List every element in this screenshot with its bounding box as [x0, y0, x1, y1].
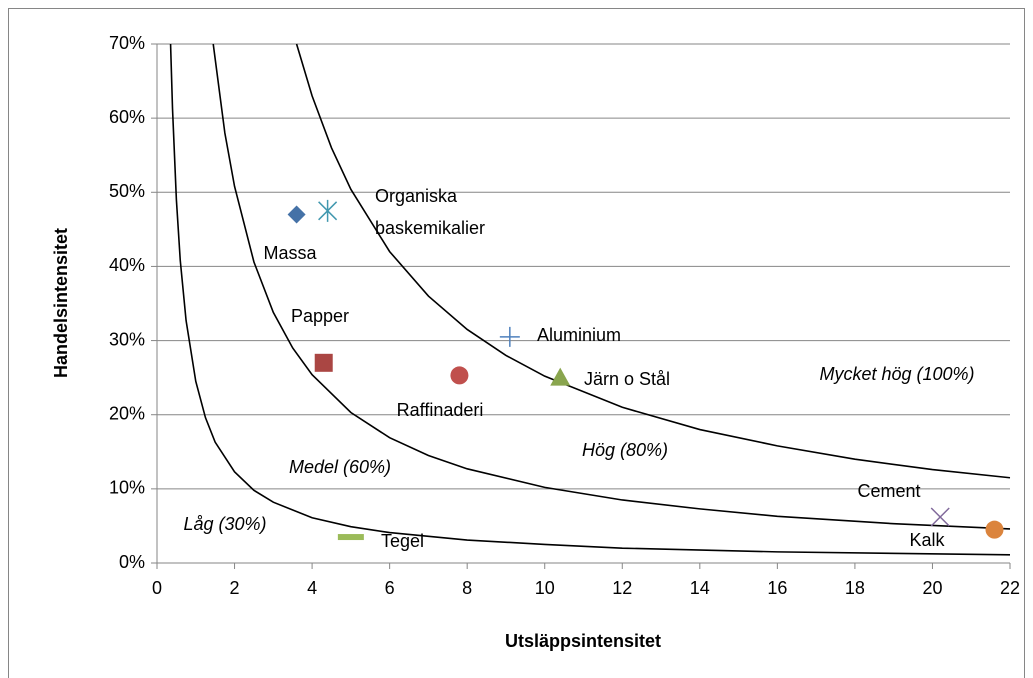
point [287, 205, 306, 224]
point-label: Aluminium [537, 325, 622, 345]
x-tick-label: 2 [230, 578, 240, 598]
point [314, 353, 333, 372]
point [499, 326, 520, 347]
x-tick-label: 0 [152, 578, 162, 598]
point-label: Järn o Stål [584, 369, 671, 389]
point-label: Tegel [381, 531, 425, 551]
point [550, 367, 571, 386]
point-label: Papper [290, 306, 350, 326]
x-tick-label: 10 [535, 578, 555, 598]
x-tick-label: 6 [385, 578, 395, 598]
x-tick-label: 22 [1000, 578, 1020, 598]
y-axis-title: Handelsintensitet [51, 228, 71, 378]
point-label: Massa [263, 243, 317, 263]
point [318, 199, 338, 222]
marker [985, 520, 1004, 539]
point [985, 520, 1004, 539]
x-tick-label: 16 [767, 578, 787, 598]
marker [318, 199, 338, 222]
point-label: Kalk [909, 530, 945, 550]
x-axis-title: Utsläppsintensitet [505, 631, 661, 651]
point-label: Cement [857, 481, 921, 501]
x-tick-label: 18 [845, 578, 865, 598]
marker [499, 326, 520, 347]
y-tick-label: 60% [109, 107, 145, 127]
x-tick-label: 8 [462, 578, 472, 598]
y-tick-label: 10% [109, 478, 145, 498]
zone-label: Medel (60%) [289, 457, 391, 477]
x-tick-label: 12 [612, 578, 632, 598]
zone-label: Hög (80%) [582, 440, 668, 460]
marker [287, 205, 306, 224]
marker [450, 366, 469, 385]
x-tick-label: 14 [690, 578, 710, 598]
point-label: Raffinaderi [396, 400, 484, 420]
y-tick-label: 50% [109, 181, 145, 201]
y-tick-label: 40% [109, 255, 145, 275]
point-label: Organiska baskemikalier [375, 186, 486, 238]
chart-frame [8, 8, 1025, 678]
zone-label: Låg (30%) [183, 514, 266, 534]
marker [337, 534, 364, 541]
x-tick-label: 20 [922, 578, 942, 598]
y-tick-label: 20% [109, 403, 145, 423]
y-tick-label: 30% [109, 329, 145, 349]
zone-label: Mycket hög (100%) [819, 364, 974, 384]
y-tick-label: 70% [109, 33, 145, 53]
point [450, 366, 469, 385]
point [337, 534, 364, 541]
iso-curve [169, 43, 1011, 556]
y-tick-label: 0% [119, 552, 145, 572]
x-tick-label: 4 [307, 578, 317, 598]
point [930, 507, 950, 527]
iso-curve [212, 43, 1011, 530]
marker [930, 507, 950, 527]
marker [550, 367, 571, 386]
iso-curve [295, 43, 1011, 479]
marker [314, 353, 333, 372]
